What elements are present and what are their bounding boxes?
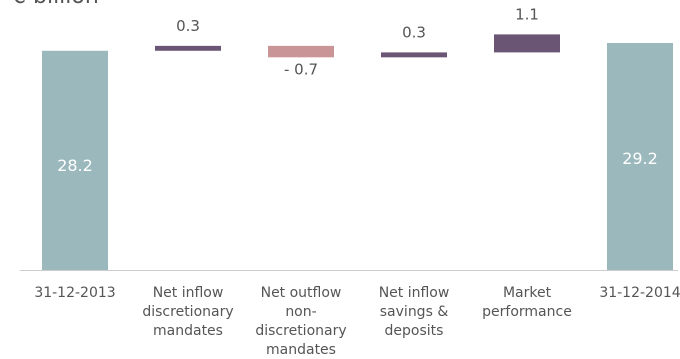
bar-total	[607, 43, 673, 270]
category-label: non-	[285, 304, 316, 320]
bar-value-label: 0.3	[176, 17, 200, 35]
bar-delta	[268, 45, 334, 58]
category-label: performance	[482, 304, 572, 320]
bar-value-label: 0.3	[402, 23, 426, 41]
category-label: discretionary	[255, 323, 346, 339]
bar-delta	[381, 52, 447, 58]
category-label: savings &	[380, 304, 449, 320]
bar-delta	[494, 34, 560, 53]
category-label: discretionary	[142, 304, 233, 320]
category-label: 31-12-2014	[599, 285, 680, 301]
category-label: Net outflow	[261, 285, 342, 301]
category-label: Market	[503, 285, 552, 301]
category-label: deposits	[385, 323, 444, 339]
category-label: 31-12-2013	[34, 285, 115, 301]
bar-value-label: 28.2	[57, 156, 93, 175]
bar-value-label: - 0.7	[284, 60, 318, 78]
bar-value-label: 29.2	[622, 149, 658, 168]
bar-delta	[155, 45, 221, 51]
category-label: Net inflow	[379, 285, 450, 301]
category-label: Net inflow	[153, 285, 224, 301]
bar-value-label: 1.1	[515, 5, 539, 23]
bar-total	[42, 50, 108, 270]
y-axis-label: € billion	[12, 0, 99, 9]
category-label: mandates	[153, 323, 223, 339]
category-label: mandates	[266, 342, 336, 358]
